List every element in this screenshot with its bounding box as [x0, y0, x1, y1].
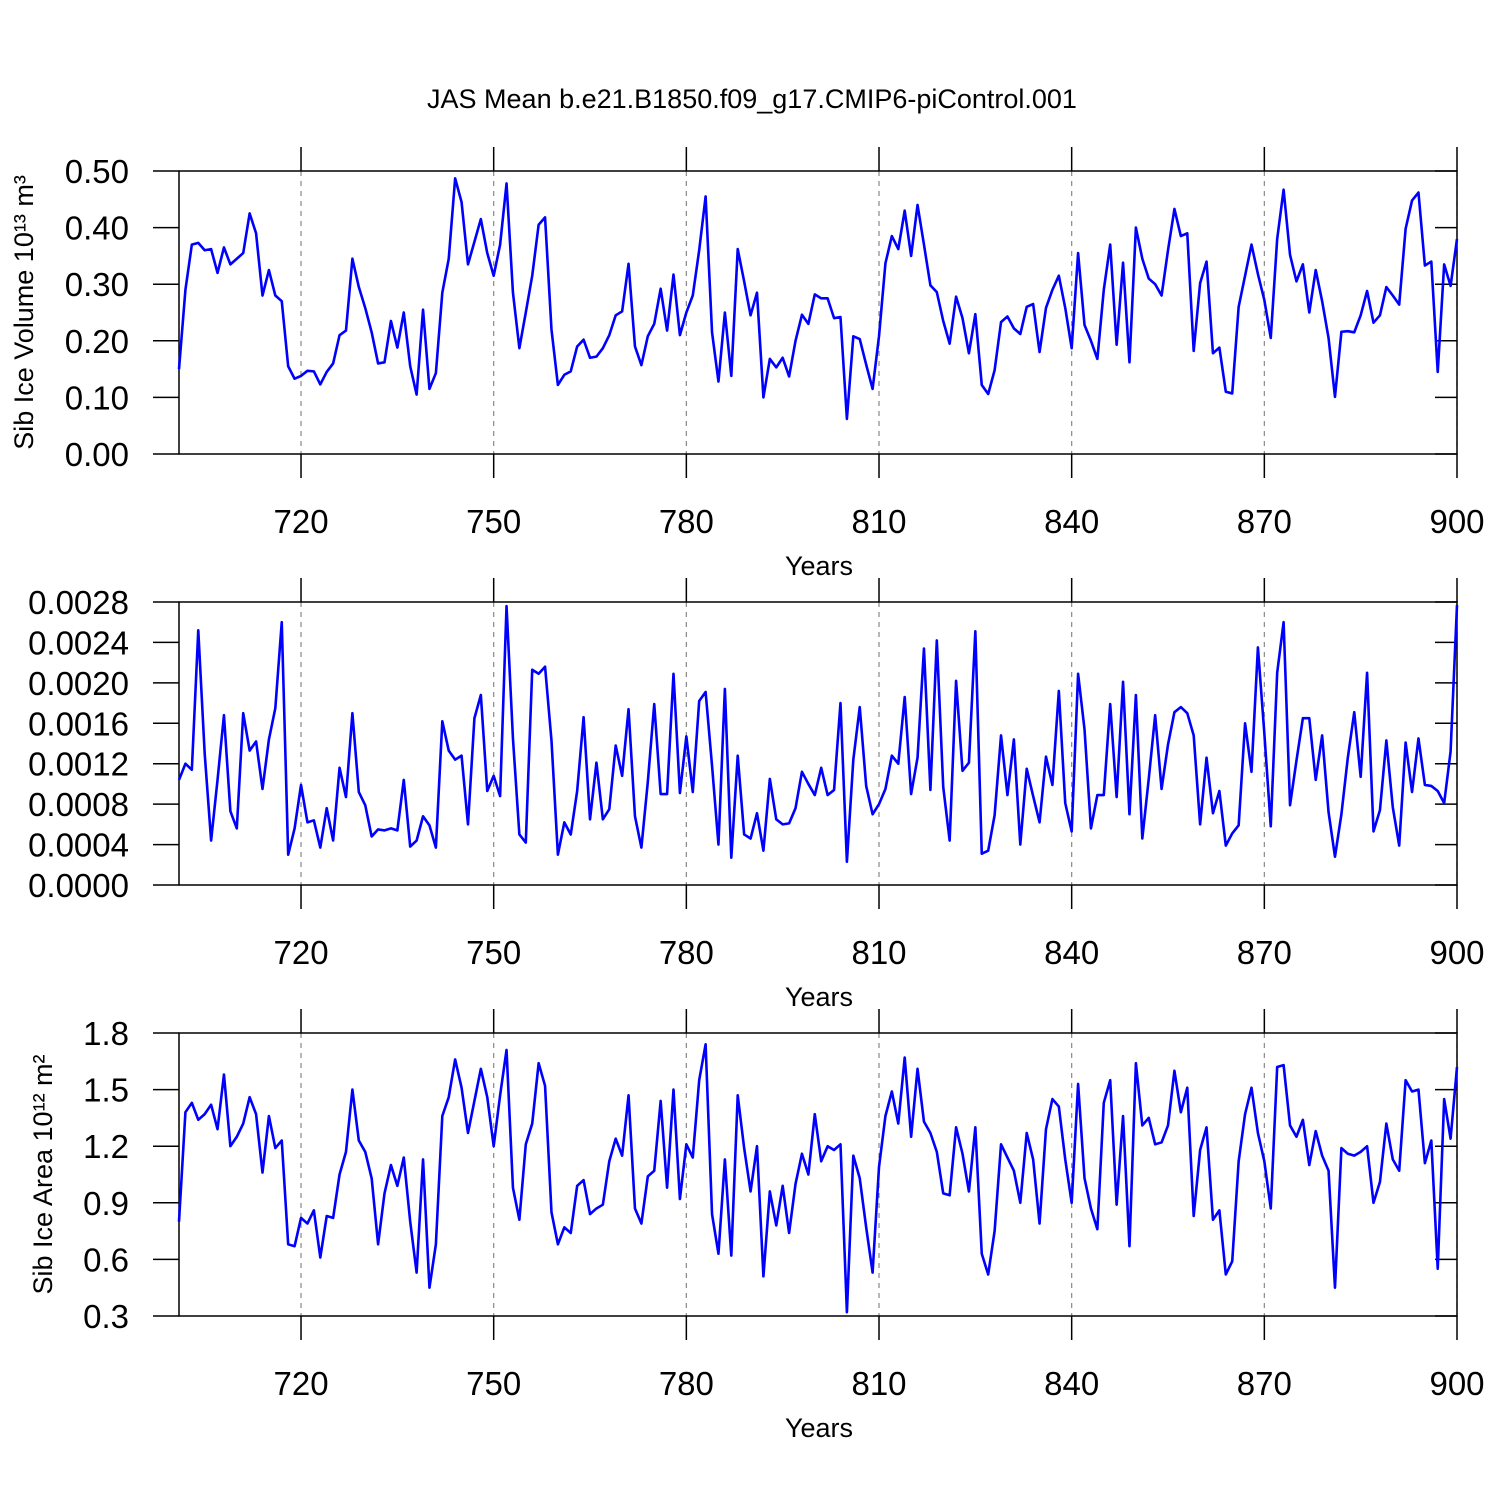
y-tick-label: 0.6 [83, 1241, 129, 1278]
chart-title: JAS Mean b.e21.B1850.f09_g17.CMIP6-piCon… [427, 84, 1077, 114]
data-line [177, 604, 1459, 864]
y-tick-label: 0.0024 [28, 624, 129, 661]
data-line [177, 177, 1459, 421]
y-tick-label: 0.9 [83, 1185, 129, 1222]
x-tick-label: 900 [1429, 1365, 1484, 1402]
y-tick-label: 0.50 [65, 153, 129, 190]
y-tick-label: 0.00 [65, 436, 129, 473]
x-axis-label: Years [785, 551, 853, 581]
x-tick-label: 720 [273, 934, 328, 971]
y-tick-label: 0.0028 [28, 584, 129, 621]
panel: 720 750 780 810 840 870 900 0.00 0.10 0.20 0.30 0.4… [9, 147, 1485, 581]
y-tick-label: 0.0020 [28, 665, 129, 702]
panel: 720 750 780 810 840 870 9000.00000.00040.00080… [28, 578, 1485, 1012]
plot-frame [178, 601, 1458, 886]
x-tick-label: 900 [1429, 503, 1484, 540]
data-line [177, 1043, 1459, 1314]
y-tick-label: 0.0004 [28, 827, 129, 864]
x-tick-label: 810 [851, 503, 906, 540]
x-tick-label: 840 [1044, 934, 1099, 971]
y-tick-label: 0.0012 [28, 746, 129, 783]
x-tick-label: 780 [659, 934, 714, 971]
x-tick-label: 900 [1429, 934, 1484, 971]
x-tick-label: 810 [851, 1365, 906, 1402]
y-tick-label: 0.10 [65, 379, 129, 416]
y-tick-label: 1.8 [83, 1015, 129, 1052]
x-tick-label: 750 [466, 503, 521, 540]
x-tick-label: 870 [1237, 934, 1292, 971]
y-tick-label: 1.2 [83, 1128, 129, 1165]
y-tick-label: 0.3 [83, 1298, 129, 1335]
y-axis-label: Sib Ice Area 10¹² m² [28, 1054, 58, 1294]
y-tick-label: 0.0008 [28, 786, 129, 823]
x-tick-label: 840 [1044, 1365, 1099, 1402]
y-tick-label: 0.30 [65, 266, 129, 303]
x-tick-label: 840 [1044, 503, 1099, 540]
x-tick-label: 810 [851, 934, 906, 971]
x-axis-label: Years [785, 1413, 853, 1443]
plot-frame [178, 170, 1458, 455]
x-tick-label: 750 [466, 1365, 521, 1402]
x-tick-label: 870 [1237, 503, 1292, 540]
x-tick-label: 780 [659, 1365, 714, 1402]
x-tick-label: 780 [659, 503, 714, 540]
plot-frame [178, 1032, 1458, 1317]
y-tick-label: 0.0000 [28, 867, 129, 904]
y-tick-label: 1.5 [83, 1072, 129, 1109]
x-tick-label: 750 [466, 934, 521, 971]
y-tick-label: 0.40 [65, 210, 129, 247]
panel: 720 750 780 810 840 870 900 0.3 0.6 0.9 1.2 1.5 1.8 Y… [28, 1009, 1485, 1443]
y-tick-label: 0.0016 [28, 705, 129, 742]
y-axis-label: Sib Ice Volume 10¹³ m³ [9, 175, 39, 450]
x-tick-label: 870 [1237, 1365, 1292, 1402]
x-axis-label: Years [785, 982, 853, 1012]
x-tick-label: 720 [273, 503, 328, 540]
y-tick-label: 0.20 [65, 323, 129, 360]
x-tick-label: 720 [273, 1365, 328, 1402]
